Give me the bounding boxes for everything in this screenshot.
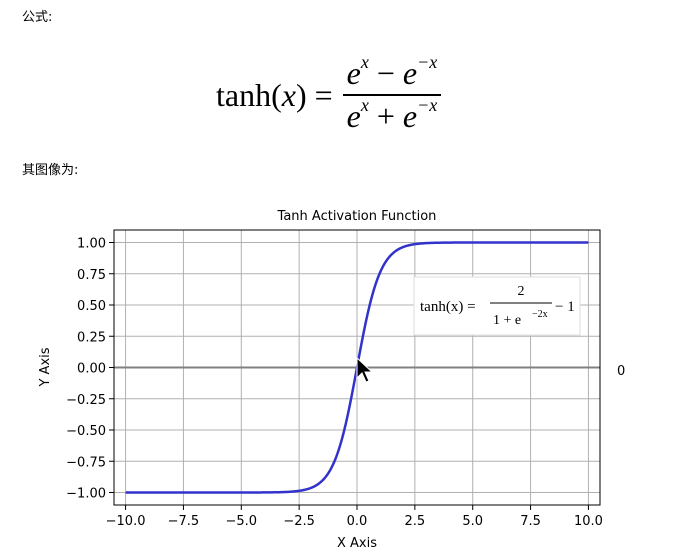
chart-svg: Tanh Activation Function 1.00 0.75 0.50 0.2… (38, 209, 625, 551)
x-tick-label: −2.5 (283, 514, 315, 529)
annotation-den-base: 1 + e (493, 313, 521, 328)
formula-var: x (281, 76, 296, 113)
annotation-num: 2 (518, 284, 525, 299)
y-tick-label: −0.50 (66, 424, 106, 439)
num-base-2: e (402, 55, 418, 91)
formula-fn: tanh( (216, 76, 282, 113)
den-exp-1: x (360, 95, 369, 116)
cursor-arrow (356, 356, 374, 383)
y-tick-label: 0.00 (77, 362, 106, 377)
formula-eq: ) = (295, 76, 333, 113)
num-base-1: e (346, 55, 361, 91)
y-axis-label: Y Axis (38, 347, 53, 387)
num-exp-1: x (360, 52, 369, 73)
y-tick-label: 1.00 (77, 237, 106, 252)
y-tick-label: 0.25 (77, 330, 106, 345)
x-tick-label: −5.0 (225, 514, 257, 529)
annotation-box (413, 276, 581, 336)
chart-title: Tanh Activation Function (277, 209, 437, 224)
zero-line-label: 0 (617, 364, 625, 379)
x-tick-label: −10.0 (106, 514, 146, 529)
tanh-formula: tanh(x) = ex − e−x ex + e−x (216, 50, 442, 140)
den-base-2: e (402, 98, 418, 134)
x-tick-label: 10.0 (574, 514, 603, 529)
formula-label: 公式: (22, 10, 53, 25)
plot-frame (113, 229, 601, 506)
tanh-chart: Tanh Activation Function 1.00 0.75 0.50 0.2… (0, 195, 676, 559)
x-tick-label: 2.5 (405, 514, 426, 529)
formula-numerator: ex − e−x (342, 52, 442, 96)
formula-lhs: tanh(x) = (216, 77, 333, 114)
annotation-den-exp: −2x (532, 309, 548, 320)
annotation-lhs: tanh(x) = (420, 299, 476, 315)
x-tick-label: 0.0 (347, 514, 368, 529)
formula-fraction: ex − e−x ex + e−x (342, 52, 442, 135)
x-axis-ticks: −10.0 −7.5 −5.0 −2.5 0.0 2.5 5.0 7.5 10.0 (106, 505, 603, 529)
annotation-tail: − 1 (555, 299, 575, 315)
num-exp-2: −x (417, 52, 438, 73)
x-tick-label: 7.5 (520, 514, 541, 529)
mouse-cursor-icon (356, 356, 374, 383)
chart-annotation: tanh(x) = 2 1 + e −2x − 1 (413, 276, 581, 336)
graph-label: 其图像为: (22, 163, 79, 178)
y-tick-label: −1.00 (66, 487, 106, 502)
y-axis-ticks: 1.00 0.75 0.50 0.25 0.00 −0.25 −0.50 −0.75 −1.00 (66, 237, 114, 502)
num-op: − (368, 55, 403, 91)
formula-denominator: ex + e−x (343, 95, 442, 135)
x-axis-label: X Axis (337, 536, 377, 551)
y-tick-label: 0.50 (77, 299, 106, 314)
y-tick-label: −0.75 (66, 455, 106, 470)
den-op: + (368, 98, 403, 134)
y-tick-label: 0.75 (77, 268, 106, 283)
x-tick-label: −7.5 (168, 514, 200, 529)
y-tick-label: −0.25 (66, 393, 106, 408)
den-exp-2: −x (417, 95, 438, 116)
den-base-1: e (346, 98, 361, 134)
x-tick-label: 5.0 (462, 514, 483, 529)
